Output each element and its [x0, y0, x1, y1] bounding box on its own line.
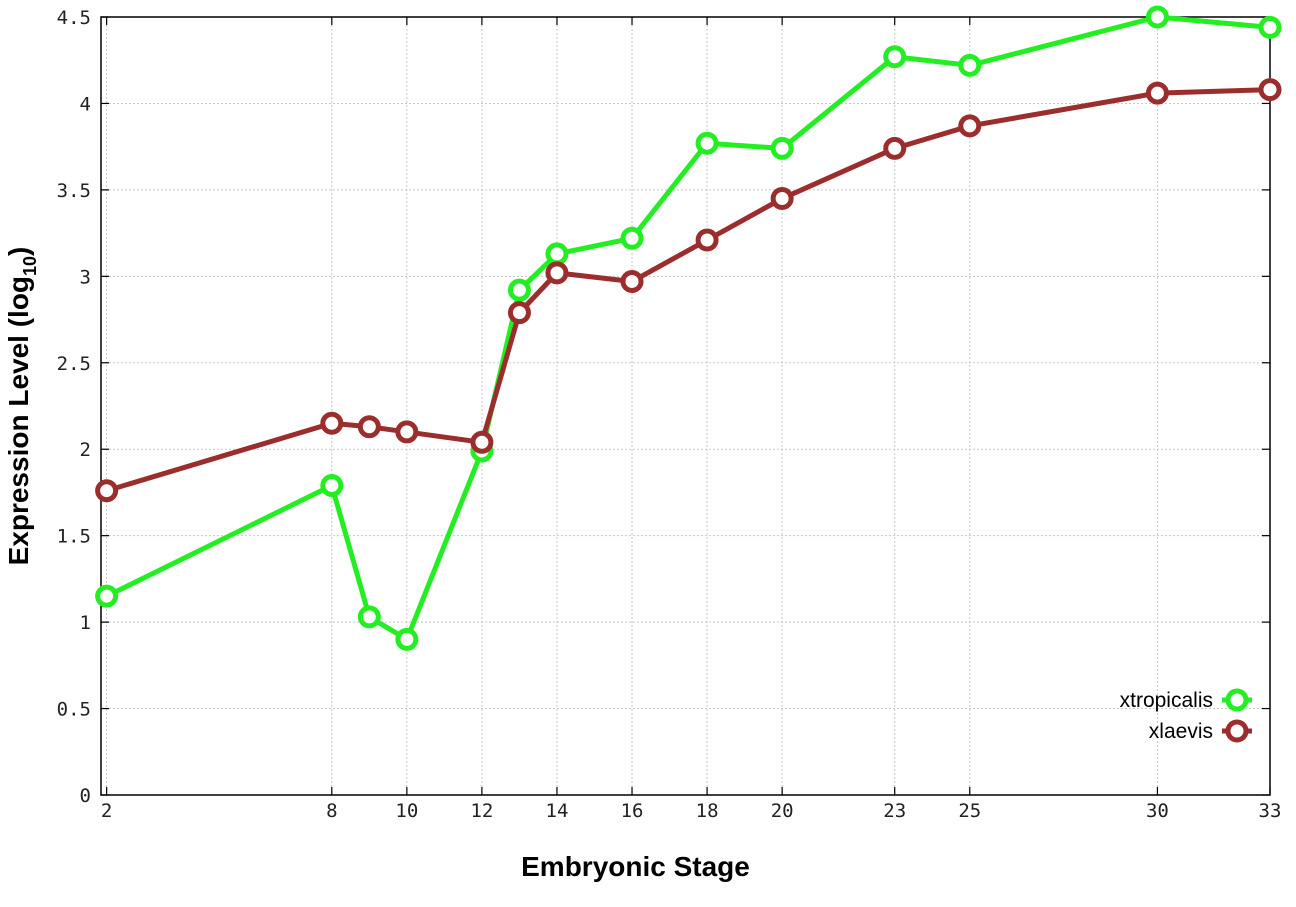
- data-point-xlaevis: [470, 430, 494, 454]
- x-tick-label: 10: [395, 800, 418, 822]
- data-point-xlaevis: [395, 420, 419, 444]
- data-point-xlaevis: [770, 187, 794, 211]
- series-line-xtropicalis: [105, 14, 1271, 642]
- x-tick-label: 16: [621, 800, 644, 822]
- series-xlaevis: [95, 78, 1282, 503]
- data-point-xtropicalis: [357, 605, 381, 629]
- data-point-xlaevis: [320, 411, 344, 435]
- y-tick-label: 4: [80, 93, 91, 115]
- x-tick-label: 23: [883, 800, 906, 822]
- series-line-xlaevis: [105, 87, 1271, 494]
- x-tick-label: 33: [1259, 800, 1282, 822]
- data-point-xlaevis: [507, 301, 531, 325]
- data-point-xlaevis: [620, 270, 644, 294]
- legend-label-xlaevis: xlaevis: [1149, 720, 1213, 743]
- y-axis-title-suffix: ): [3, 247, 34, 256]
- data-point-xtropicalis: [958, 53, 982, 77]
- grid: [101, 16, 1271, 796]
- ticks: 2 8 10 12 14 16 18 20 23 25 30 33 0 0.5 1 1.5 2 2.5 3 3.5 4 4…: [57, 7, 1282, 822]
- data-point-xtropicalis: [883, 45, 907, 69]
- data-point-xlaevis: [545, 261, 569, 285]
- x-tick-label: 18: [696, 800, 719, 822]
- data-point-xtropicalis: [620, 226, 644, 250]
- series-xtropicalis: [95, 5, 1282, 651]
- data-point-xtropicalis: [95, 584, 119, 608]
- x-tick-label: 8: [326, 800, 337, 822]
- legend-marker-xlaevis: [1225, 719, 1249, 743]
- x-tick-label: 14: [546, 800, 569, 822]
- y-axis-title: Expression Level (log10): [3, 247, 40, 566]
- series-layer: [95, 5, 1282, 651]
- y-axis-title-subscript: 10: [20, 256, 40, 276]
- x-tick-label: 30: [1146, 800, 1169, 822]
- y-axis-title-main: Expression Level (log: [3, 276, 34, 565]
- data-point-xtropicalis: [395, 627, 419, 651]
- y-tick-label: 3: [80, 266, 91, 288]
- data-point-xtropicalis: [770, 136, 794, 160]
- data-point-xlaevis: [1258, 78, 1282, 102]
- data-point-xtropicalis: [507, 278, 531, 302]
- y-tick-label: 0.5: [57, 699, 91, 721]
- x-tick-label: 12: [470, 800, 493, 822]
- legend-label-xtropicalis: xtropicalis: [1120, 689, 1213, 712]
- y-tick-label: 1.5: [57, 526, 91, 548]
- data-point-xlaevis: [695, 228, 719, 252]
- y-tick-label: 0: [80, 785, 91, 807]
- data-point-xtropicalis: [1145, 5, 1169, 29]
- y-tick-label: 3.5: [57, 180, 91, 202]
- data-point-xtropicalis: [695, 131, 719, 155]
- x-tick-label: 25: [958, 800, 981, 822]
- y-tick-label: 4.5: [57, 7, 91, 29]
- data-point-xlaevis: [1145, 81, 1169, 105]
- y-tick-label: 2: [80, 439, 91, 461]
- data-point-xlaevis: [958, 114, 982, 138]
- data-point-xlaevis: [357, 415, 381, 439]
- y-tick-label: 2.5: [57, 353, 91, 375]
- data-point-xtropicalis: [1258, 15, 1282, 39]
- plot-frame: [100, 16, 1271, 796]
- x-tick-label: 20: [771, 800, 794, 822]
- x-axis-title: Embryonic Stage: [521, 851, 750, 882]
- data-point-xtropicalis: [545, 242, 569, 266]
- y-tick-label: 1: [80, 612, 91, 634]
- legend-marker-xtropicalis: [1225, 688, 1249, 712]
- data-point-xlaevis: [883, 136, 907, 160]
- data-point-xtropicalis: [320, 474, 344, 498]
- data-point-xlaevis: [95, 479, 119, 503]
- x-tick-label: 2: [101, 800, 112, 822]
- legend: xtropicalis xlaevis: [1120, 688, 1252, 743]
